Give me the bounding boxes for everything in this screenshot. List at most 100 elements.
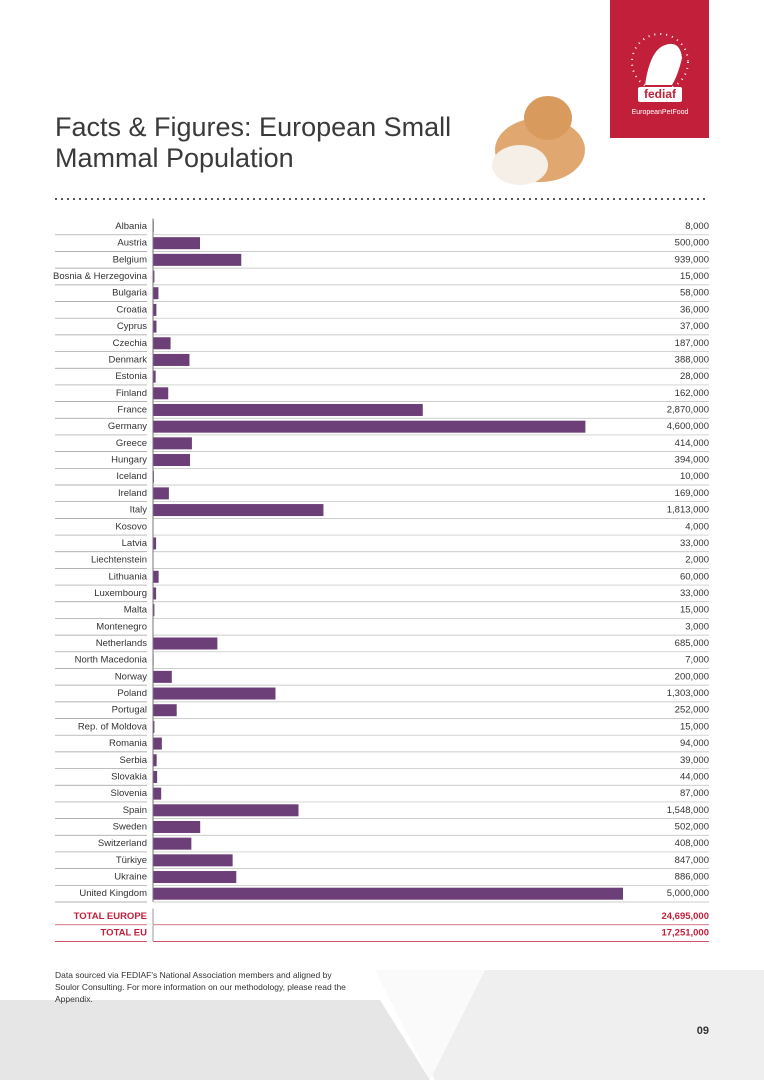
category-label: Spain — [123, 805, 147, 816]
hamster — [524, 96, 572, 140]
value-label: 388,000 — [675, 354, 709, 365]
hamster — [492, 145, 548, 185]
bar — [153, 504, 324, 517]
category-label: Malta — [124, 605, 148, 616]
bar — [153, 537, 157, 550]
category-label: North Macedonia — [75, 655, 148, 666]
total-label: TOTAL EU — [101, 928, 148, 939]
value-label: 7,000 — [685, 655, 709, 666]
category-label: Netherlands — [96, 638, 147, 649]
bar — [153, 420, 586, 433]
bar — [153, 454, 191, 467]
category-label: Switzerland — [98, 838, 147, 849]
value-label: 28,000 — [680, 371, 709, 382]
bar — [153, 804, 299, 817]
value-label: 169,000 — [675, 488, 709, 499]
bar — [153, 487, 169, 500]
category-label: Germany — [108, 421, 147, 432]
bar — [153, 770, 158, 783]
footnote: Data sourced via FEDIAF's National Assoc… — [55, 970, 346, 1004]
category-label: Slovakia — [111, 771, 148, 782]
logo-stars — [631, 33, 689, 91]
bar — [153, 687, 276, 700]
value-label: 94,000 — [680, 738, 709, 749]
bar — [153, 237, 200, 250]
total-value: 17,251,000 — [661, 928, 709, 939]
bar — [153, 303, 157, 316]
bg-shape — [0, 1000, 430, 1080]
value-label: 5,000,000 — [667, 888, 709, 899]
value-label: 15,000 — [680, 605, 709, 616]
category-label: Ireland — [118, 488, 147, 499]
value-label: 685,000 — [675, 638, 709, 649]
category-label: Czechia — [113, 338, 148, 349]
value-label: 8,000 — [685, 221, 709, 232]
bar — [153, 403, 423, 416]
value-label: 1,548,000 — [667, 805, 709, 816]
value-label: 4,000 — [685, 521, 709, 532]
category-label: Liechtenstein — [91, 555, 147, 566]
value-label: 2,000 — [685, 555, 709, 566]
category-label: Serbia — [120, 755, 148, 766]
value-label: 1,303,000 — [667, 688, 709, 699]
value-label: 36,000 — [680, 304, 709, 315]
category-label: Kosovo — [115, 521, 147, 532]
bar — [153, 270, 155, 283]
value-label: 502,000 — [675, 821, 709, 832]
bg-shape — [375, 970, 764, 1080]
value-label: 33,000 — [680, 588, 709, 599]
value-label: 847,000 — [675, 855, 709, 866]
value-label: 10,000 — [680, 471, 709, 482]
category-label: France — [117, 404, 147, 415]
bar — [153, 637, 218, 650]
category-label: Lithuania — [108, 571, 147, 582]
value-label: 58,000 — [680, 288, 709, 299]
category-label: Iceland — [116, 471, 147, 482]
value-label: 187,000 — [675, 338, 709, 349]
category-label: Hungary — [111, 455, 147, 466]
bar — [153, 337, 171, 350]
value-label: 394,000 — [675, 455, 709, 466]
category-label: Rep. of Moldova — [78, 721, 148, 732]
category-label: Italy — [130, 505, 148, 516]
total-label: TOTAL EUROPE — [74, 911, 147, 922]
value-label: 39,000 — [680, 755, 709, 766]
category-label: Slovenia — [111, 788, 148, 799]
logo-text: fediaf — [644, 87, 677, 101]
bar — [153, 570, 159, 583]
category-label: Sweden — [113, 821, 147, 832]
category-label: Romania — [109, 738, 148, 749]
category-label: United Kingdom — [79, 888, 147, 899]
value-label: 4,600,000 — [667, 421, 709, 432]
bg-shape — [375, 970, 485, 1080]
bar — [153, 854, 233, 867]
bar — [153, 704, 177, 717]
category-label: Estonia — [115, 371, 147, 382]
bar — [153, 837, 192, 850]
category-label: Türkiye — [116, 855, 147, 866]
value-label: 408,000 — [675, 838, 709, 849]
category-label: Albania — [115, 221, 147, 232]
value-label: 15,000 — [680, 271, 709, 282]
category-label: Latvia — [122, 538, 148, 549]
value-label: 252,000 — [675, 705, 709, 716]
category-label: Croatia — [116, 304, 147, 315]
bar — [153, 670, 172, 683]
value-label: 200,000 — [675, 671, 709, 682]
value-label: 33,000 — [680, 538, 709, 549]
category-label: Ukraine — [114, 872, 147, 883]
category-label: Portugal — [112, 705, 147, 716]
value-label: 60,000 — [680, 571, 709, 582]
value-label: 939,000 — [675, 254, 709, 265]
value-label: 37,000 — [680, 321, 709, 332]
category-label: Bosnia & Herzegovina — [53, 271, 148, 282]
category-label: Montenegro — [96, 621, 147, 632]
category-label: Denmark — [108, 354, 147, 365]
value-label: 414,000 — [675, 438, 709, 449]
bar — [153, 737, 162, 750]
logo-dog — [645, 43, 682, 85]
bar — [153, 754, 157, 767]
category-label: Finland — [116, 388, 147, 399]
bar — [153, 720, 155, 733]
